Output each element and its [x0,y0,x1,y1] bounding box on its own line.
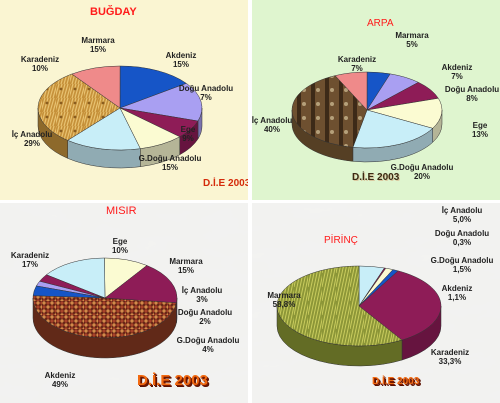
slice-label: Akdeniz [166,51,197,60]
slice-value-label: 10% [32,64,48,73]
slice-value-label: 58,8% [273,300,296,309]
chart-title: BUĞDAY [90,6,137,18]
slice-label: İç Anadolu [12,130,53,139]
slice-value-label: 15% [90,45,106,54]
slice-label: Ege [113,237,128,246]
slice-value-label: 29% [24,139,40,148]
pie-slice-ege [366,98,443,129]
pie-slices [37,65,203,151]
slice-label: Akdeniz [442,284,473,293]
chart-source: D.İ.E 2003 [203,178,248,189]
slice-value-label: 3% [196,295,208,304]
slice-label: Marmara [395,31,429,40]
slice-value-label: 9% [182,134,194,143]
slice-label: Doğu Anadolu [435,229,489,238]
slice-label: Marmara [169,257,203,266]
slice-label: Doğu Anadolu [178,308,232,317]
slice-value-label: 20% [414,172,430,181]
slice-value-label: 15% [162,163,178,172]
slice-label: G.Doğu Anadolu [139,154,202,163]
slice-label: Ege [473,121,488,130]
chart-panel-arpa: ARPA Marmara 5% Akdeniz 7% Doğu Anadolu 8% Ege… [252,0,500,200]
slice-value-label: 1,1% [448,293,466,302]
slice-value-label: 4% [202,345,214,354]
slice-value-label: 17% [22,260,38,269]
slice-value-label: 1,5% [453,265,471,274]
slice-label: G.Doğu Anadolu [391,163,454,172]
slice-label: Karadeniz [21,55,59,64]
slice-value-label: 7% [351,64,363,73]
slice-value-label: 40% [264,125,280,134]
pie-slice-marmara [276,265,403,347]
slice-value-label: 15% [173,60,189,69]
slice-value-label: 5,0% [453,215,471,224]
chart-title: ARPA [367,18,394,29]
pie-slice-i-anadolu [291,75,368,148]
pie-slice-akdeniz [119,83,203,122]
slice-label: Akdeniz [442,63,473,72]
slice-value-label: 13% [472,130,488,139]
pie-slice-karadeniz [71,65,121,109]
chart-panel-bugday: BUĞDAY Marmara 15% Akdeniz 15% Doğu Anadolu 7… [0,0,248,200]
slice-label: İç Anadolu [442,206,483,215]
slice-label: İç Anadolu [182,286,223,295]
pie-slices [276,265,442,347]
chart-panel-pirinc: PİRİNÇ İç Anadolu 5,0% Doğu Anadolu 0,3% G.D… [252,203,500,403]
slice-label: İç Anadolu [252,116,292,125]
slice-label: Akdeniz [45,371,76,380]
chart-panel-misir: MISIR Ege 10% Marmara 15% İç Anadolu 3% Doğu A… [0,203,248,403]
pie-slice-marmara [119,65,187,109]
chart-source: D.İ.E 2003 [372,376,420,387]
slice-label: Marmara [81,36,115,45]
slice-label: G.Doğu Anadolu [177,336,240,345]
slice-label: Doğu Anadolu [179,84,233,93]
slice-value-label: 10% [112,246,128,255]
slice-label: Karadeniz [338,55,376,64]
pie-slice-marmara [45,257,106,299]
pie-slice-i-anadolu [37,73,121,141]
pie-slice-g-do-u-anadolu [67,107,141,151]
slice-label: Marmara [267,291,301,300]
chart-source: D.İ.E 2003 [352,172,400,183]
chart-title: PİRİNÇ [324,235,358,246]
slice-label: Doğu Anadolu [445,85,499,94]
pie-slice-g-do-u-anadolu [352,109,434,149]
slice-value-label: 8% [466,94,478,103]
slice-label: G.Doğu Anadolu [431,256,494,265]
pie-slices [32,257,178,339]
pie-slices [291,71,443,149]
slice-label: Karadeniz [431,348,469,357]
slice-value-label: 49% [52,380,68,389]
chart-title: MISIR [106,205,137,217]
slice-value-label: 7% [451,72,463,81]
slice-value-label: 2% [199,317,211,326]
pie-slice-karadeniz [104,265,178,303]
pie-slice-karadeniz [334,71,368,111]
slice-label: Karadeniz [11,251,49,260]
slice-value-label: 0,3% [453,238,471,247]
slice-value-label: 7% [200,93,212,102]
slice-label: Ege [181,125,196,134]
slice-value-label: 5% [406,40,418,49]
slice-value-label: 33,3% [439,357,462,366]
chart-source: D.İ.E 2003 [137,372,208,389]
pie-slice-karadeniz [358,270,442,341]
slice-value-label: 15% [178,266,194,275]
pie-slice-akdeniz [32,295,177,339]
